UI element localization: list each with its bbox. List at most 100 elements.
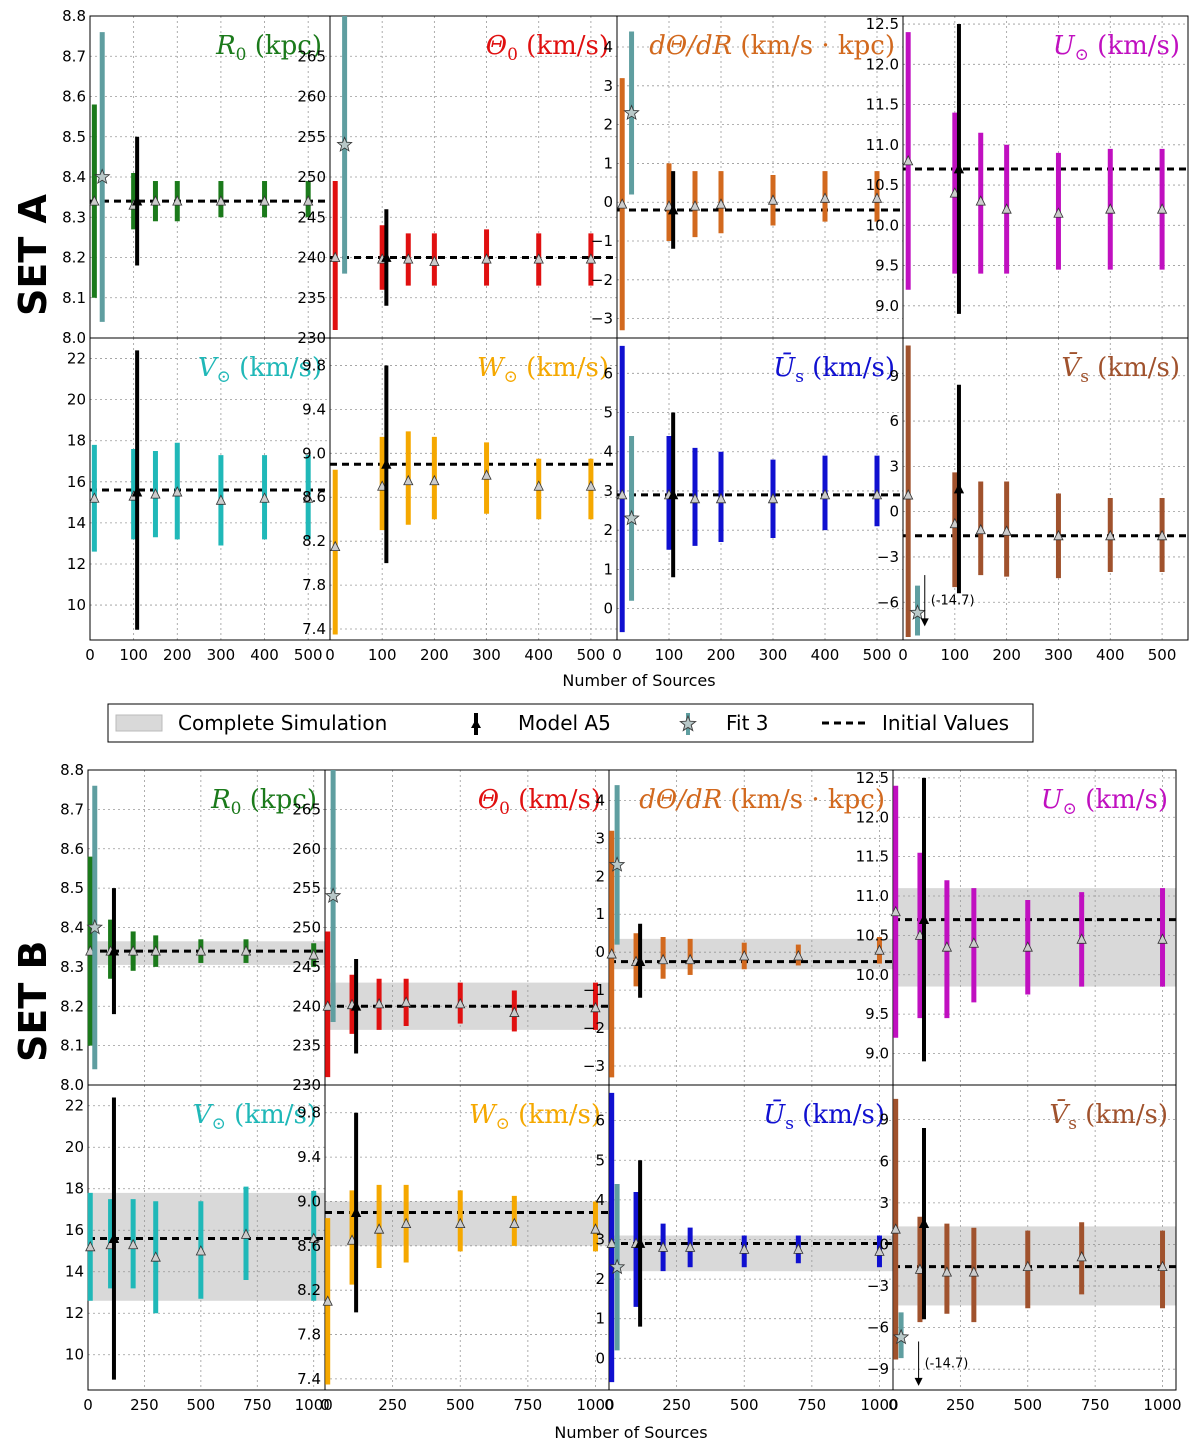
- set-b-V-panel: 10 12 14 16 18 20 22 V⊙ (km/s) 0 250 500 750 1000: [65, 1084, 333, 1414]
- set-b-V-x-tick-label: 250: [130, 1396, 159, 1414]
- set-a-U-y-tick-label: 11.0: [866, 136, 899, 154]
- set-b-Theta0-title: Θ0 (km/s): [478, 785, 601, 819]
- set-b-Theta0-y-tick-label: 255: [292, 879, 321, 897]
- set-a-U-title: U⊙ (km/s): [1053, 31, 1180, 65]
- set-b-dTheta-point: [684, 953, 696, 965]
- set-a-U-y-tick-label: 12.5: [866, 15, 899, 33]
- set-a-Us-y-tick-label: 5: [603, 404, 613, 422]
- set-b-Us-title-unit: (km/s): [794, 1100, 885, 1130]
- set-b-dTheta-model-a5-point: [634, 955, 646, 967]
- set-a-dTheta-point: [715, 198, 727, 209]
- legend-frame: [107, 703, 1034, 743]
- set-b-dTheta-fit3-star: [608, 856, 626, 872]
- set-b-Us-y-tick-label: 2: [595, 1270, 605, 1288]
- set-b-Vs-arrow-head: [914, 1377, 923, 1386]
- set-b-R0-point: [127, 945, 139, 956]
- set-a-R0-title-symbol: R: [215, 31, 236, 61]
- set-b-U-point: [968, 937, 980, 948]
- set-b-Us-title-subscript: s: [785, 1114, 794, 1134]
- set-a-Theta0-title: Θ0 (km/s): [486, 31, 609, 65]
- set-b-R0-title-unit: (kpc): [241, 785, 317, 815]
- set-b-dTheta-point: [874, 944, 885, 955]
- set-a-U-title-unit: (km/s): [1089, 31, 1180, 61]
- set-b-label: SET B: [11, 941, 55, 1062]
- set-b-R0-title-symbol: R: [210, 785, 231, 815]
- set-b-Vs-title-unit: (km/s): [1077, 1100, 1168, 1130]
- set-a-Theta0-model-a5-point: [381, 251, 392, 262]
- set-b-Us-y-tick-label: 0: [595, 1349, 605, 1367]
- set-a-R0-y-tick-label: 8.3: [62, 208, 86, 226]
- set-b-V-point: [195, 1245, 207, 1256]
- set-a-Us-point: [715, 492, 727, 504]
- set-b-R0-y-tick-label: 8.3: [60, 958, 84, 976]
- set-a-R0-point: [172, 195, 183, 206]
- set-a-Theta0-y-tick-label: 260: [297, 88, 326, 106]
- set-a-Theta0-y-tick-label: 245: [297, 208, 326, 226]
- set-a-dTheta-y-tick-label: −3: [591, 310, 613, 328]
- set-a-U-point: [1001, 203, 1012, 214]
- set-b-U-y-tick-label: 12.0: [856, 808, 889, 826]
- set-b-dTheta-y-tick-label: −3: [583, 1057, 605, 1075]
- set-a-dTheta-title-symbol: dΘ/dR: [649, 31, 732, 61]
- set-b-Us-x-tick-label: 750: [798, 1396, 827, 1414]
- set-a-Us-y-tick-label: 2: [603, 521, 613, 539]
- set-a-R0-point: [259, 195, 270, 206]
- set-b-V-point: [85, 1240, 96, 1252]
- set-a-label: SET A: [11, 194, 55, 316]
- legend-label-initial-values: Initial Values: [882, 711, 1009, 735]
- set-b-R0-y-tick-label: 8.5: [60, 879, 84, 897]
- set-b-W-title-unit: (km/s): [510, 1100, 601, 1130]
- set-b-R0-y-tick-label: 8.6: [60, 840, 84, 858]
- set-b-Theta0-y-tick-label: 250: [292, 919, 321, 937]
- set-b-V-y-tick-label: 14: [65, 1263, 84, 1281]
- set-b-panels: 8.08.18.28.38.48.58.68.78.8R0 (kpc)23023…: [60, 761, 1181, 1414]
- set-a-V-y-tick-label: 18: [67, 432, 86, 450]
- set-b-Us-x-tick-label: 1000: [860, 1396, 898, 1414]
- set-b-V-x-tick-label: 500: [187, 1396, 216, 1414]
- set-a-U-y-tick-label: 11.5: [866, 96, 899, 114]
- set-a-Us-point: [819, 488, 831, 500]
- set-b-V-complete-simulation-band: [88, 1192, 325, 1301]
- set-b-dTheta-y-tick-label: 1: [595, 905, 605, 923]
- set-b-W-point: [322, 1295, 333, 1306]
- set-a-Vs-title: V̄s (km/s): [1061, 351, 1180, 387]
- set-a-W-x-tick-label: 400: [524, 646, 553, 664]
- set-b-W-y-tick-label: 9.4: [297, 1148, 321, 1166]
- set-b-W-x-tick-label: 250: [378, 1396, 407, 1414]
- set-a-Us-x-tick-label: 400: [811, 646, 840, 664]
- set-b-Us-y-tick-label: 3: [595, 1230, 605, 1248]
- set-a-Theta0-title-symbol: Θ: [486, 31, 507, 61]
- set-a-Vs-y-tick-label: −6: [877, 593, 899, 611]
- set-a-dTheta-point: [689, 200, 701, 211]
- set-a-Us-fit3-star: [623, 509, 640, 526]
- set-a-V-y-tick-label: 14: [67, 514, 86, 532]
- legend-label-fit-3: Fit 3: [726, 711, 769, 735]
- set-a-Vs-title-subscript: s: [1080, 367, 1089, 387]
- set-b-Us-y-tick-label: 1: [595, 1310, 605, 1328]
- set-b-Vs-model-a5-point: [918, 1217, 930, 1229]
- set-a-Vs-arrow-label: (-14.7): [931, 594, 975, 609]
- set-a-R0-y-tick-label: 8.2: [62, 249, 86, 267]
- set-a-W-panel: 7.4 7.8 8.2 8.6 9.0 9.4 9.8 W⊙ (km/s) 0 100 200 300…: [302, 337, 618, 664]
- set-a-R0-y-tick-label: 8.0: [62, 329, 86, 347]
- set-a-R0-y-tick-label: 8.6: [62, 88, 86, 106]
- set-a-V-y-tick-label: 22: [67, 350, 86, 368]
- set-b-U-title-symbol: U: [1041, 785, 1064, 815]
- set-a-Vs-x-tick-label: 400: [1096, 646, 1125, 664]
- set-a-U-point: [1105, 203, 1116, 214]
- set-b-Us-fit3-star: [608, 1258, 626, 1275]
- set-a-R0-title-unit: (kpc): [246, 31, 322, 61]
- set-a-V-title-symbol: V: [198, 353, 219, 383]
- set-a-Us-x-tick-label: 300: [759, 646, 788, 664]
- set-b-Vs-x-tick-label: 500: [1013, 1396, 1042, 1414]
- set-b-W-point: [455, 1217, 466, 1229]
- set-a-W-point: [481, 469, 492, 480]
- set-b-V-title-subscript: ⊙: [212, 1114, 226, 1134]
- set-b-V-y-tick-label: 18: [65, 1180, 84, 1198]
- set-a-Us-model-a5-point: [668, 488, 679, 500]
- set-b-W-y-tick-label: 8.2: [297, 1281, 321, 1299]
- set-a-W-x-tick-label: 0: [325, 646, 335, 664]
- set-a-dTheta-point: [617, 198, 628, 209]
- set-b-W-y-tick-label: 7.4: [297, 1370, 321, 1388]
- set-b-R0-fit3-star: [86, 918, 103, 935]
